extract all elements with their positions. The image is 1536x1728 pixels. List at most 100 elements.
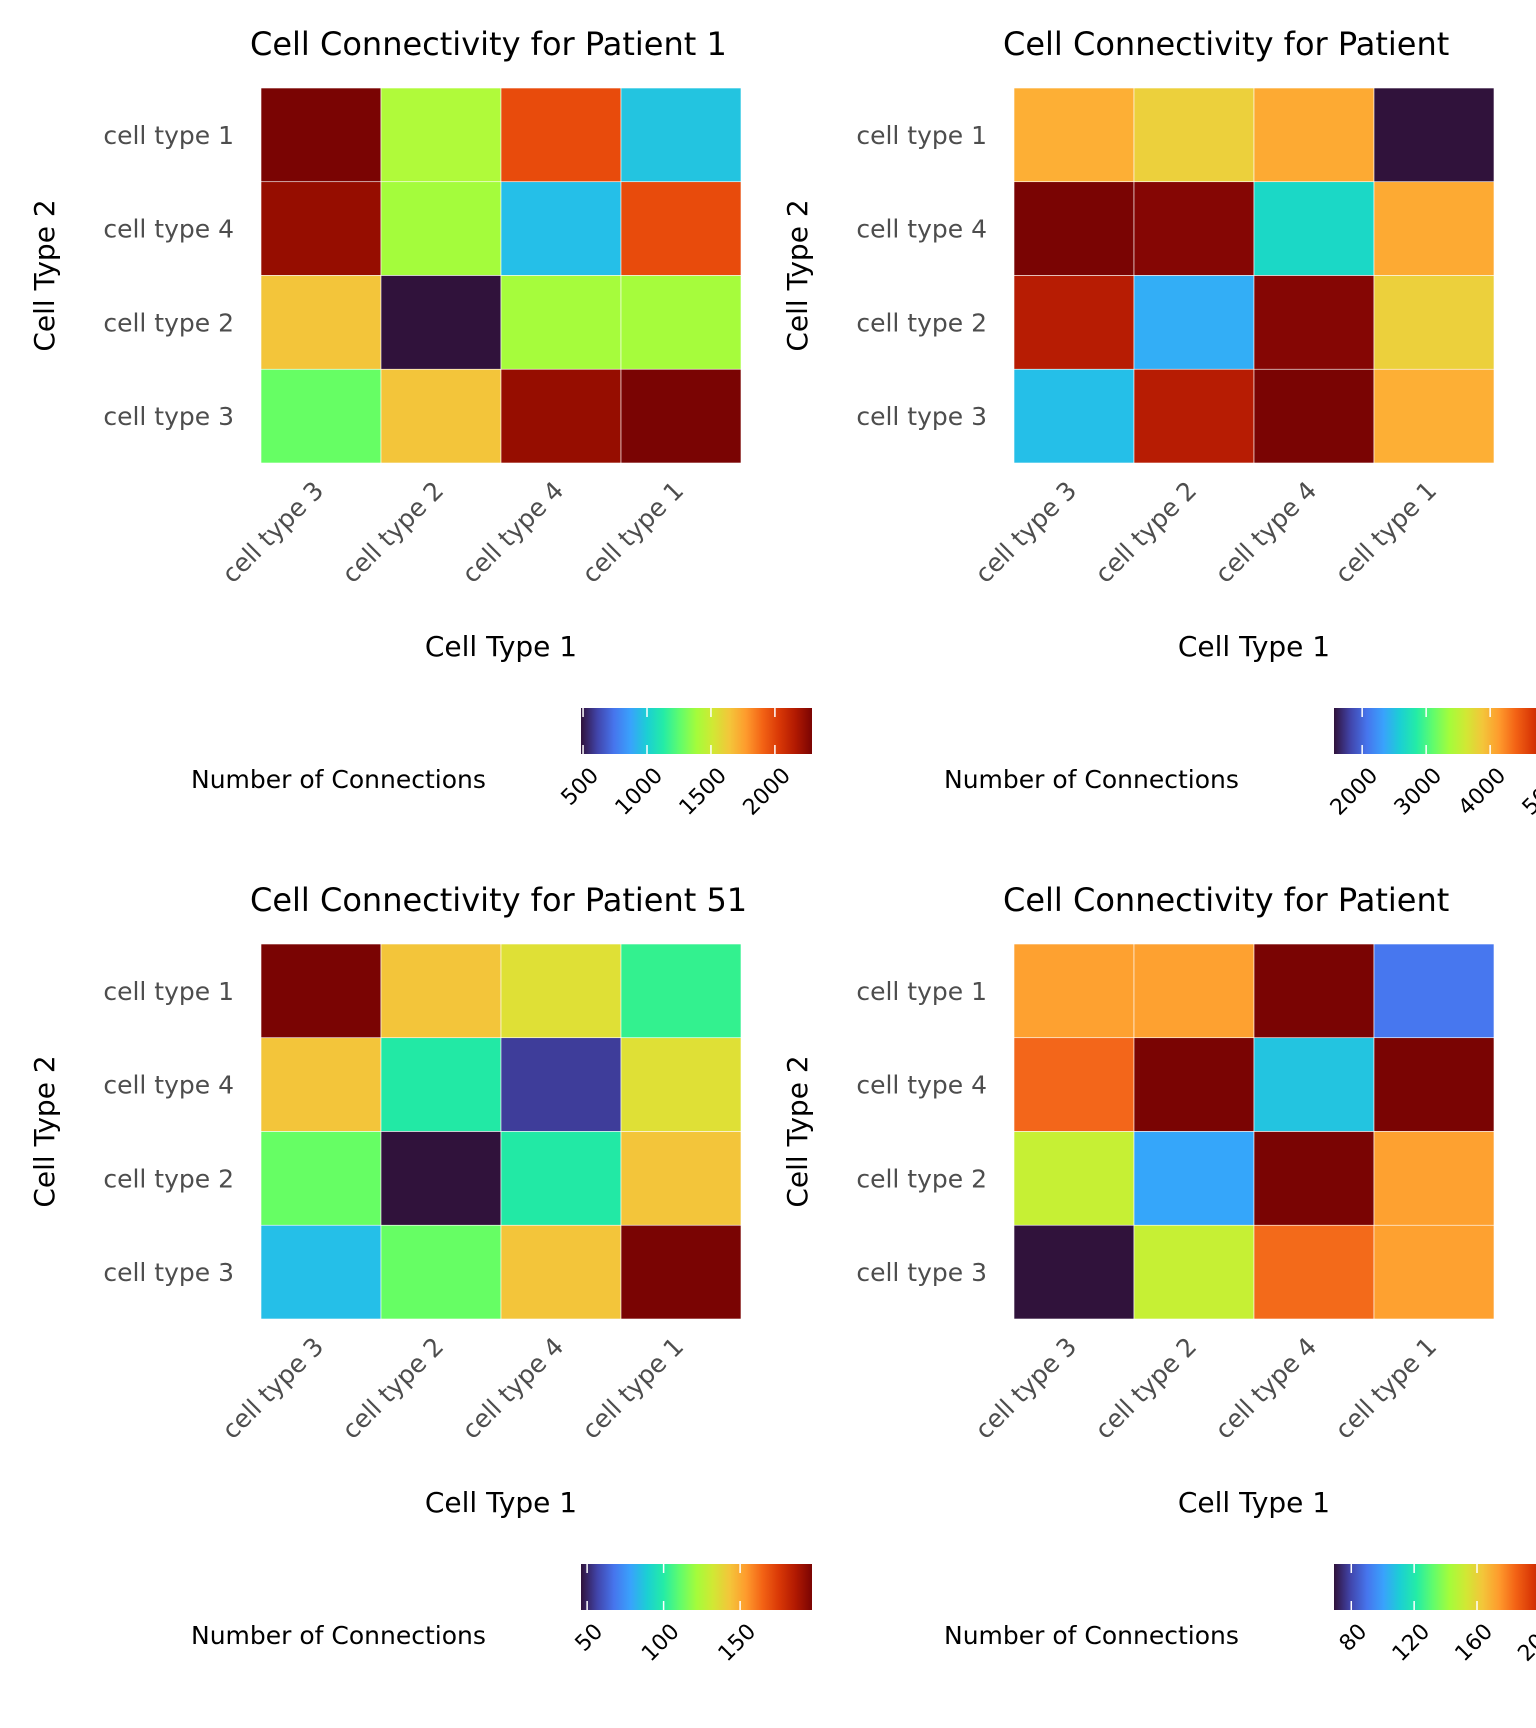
heatmap-cell <box>260 1131 382 1226</box>
colorbar <box>581 1564 812 1610</box>
x-tick-label: cell type 3 <box>216 1332 329 1445</box>
colorbar-tick-label: 4000 <box>1454 763 1511 820</box>
heatmap-cell <box>1133 1224 1255 1320</box>
colorbar-tick-label: 200 <box>1513 1619 1536 1666</box>
heatmap-cell <box>1373 1131 1495 1226</box>
colorbar <box>581 708 812 754</box>
heatmap-panel-2: Cell Connectivity for Patient cell type 1… <box>781 25 1536 821</box>
heatmap-cell <box>260 368 382 464</box>
heatmap-cell <box>500 87 622 183</box>
heatmap-panel-4: Cell Connectivity for Patient cell type 1… <box>781 881 1536 1667</box>
x-tick-label: cell type 1 <box>1329 476 1442 589</box>
heatmap-cell <box>500 1131 622 1226</box>
x-tick-label: cell type 2 <box>1089 1332 1202 1445</box>
colorbar-title: Number of Connections <box>944 1621 1239 1650</box>
heatmap-cell <box>1253 1224 1375 1320</box>
heatmap-cell <box>1133 368 1255 464</box>
colorbar-title: Number of Connections <box>191 765 486 794</box>
y-tick-label: cell type 3 <box>103 402 234 431</box>
y-tick-label: cell type 3 <box>856 1258 987 1287</box>
colorbar-tick-label: 2000 <box>1326 763 1383 820</box>
heatmap-cell <box>500 1224 622 1320</box>
heatmap-cell <box>380 181 502 276</box>
colorbar-tick-label: 2000 <box>739 763 796 820</box>
colorbar-tick-label: 1500 <box>675 763 732 820</box>
colorbar-title: Number of Connections <box>944 765 1239 794</box>
heatmap-cell <box>1013 368 1135 464</box>
heatmap-cell <box>1373 1224 1495 1320</box>
y-tick-label: cell type 3 <box>856 402 987 431</box>
x-axis-title: Cell Type 1 <box>425 630 577 663</box>
heatmap-cell <box>1373 275 1495 370</box>
colorbar-tick-label: 100 <box>637 1619 684 1666</box>
heatmap-cell <box>380 1224 502 1320</box>
heatmap-cell <box>260 1224 382 1320</box>
heatmap-cell <box>1013 1037 1135 1132</box>
heatmap-cell <box>260 181 382 276</box>
heatmap-cell <box>1133 1037 1255 1132</box>
y-tick-label: cell type 4 <box>856 215 987 244</box>
heatmap-cell <box>620 181 742 276</box>
y-tick-label: cell type 1 <box>103 121 234 150</box>
x-tick-label: cell type 1 <box>1329 1332 1442 1445</box>
x-tick-label: cell type 3 <box>969 1332 1082 1445</box>
heatmap-cell <box>260 275 382 370</box>
y-tick-label: cell type 3 <box>103 1258 234 1287</box>
x-tick-label: cell type 4 <box>456 1332 569 1445</box>
heatmap-cell <box>1133 943 1255 1039</box>
heatmap-cell <box>620 368 742 464</box>
chart-title: Cell Connectivity for Patient 51 <box>250 881 747 919</box>
heatmap-cell <box>1013 1131 1135 1226</box>
heatmap-cell <box>1133 87 1255 183</box>
heatmap-cell <box>1133 1131 1255 1226</box>
heatmap-cell <box>1253 943 1375 1039</box>
x-tick-label: cell type 1 <box>576 1332 689 1445</box>
heatmap-cell <box>620 275 742 370</box>
y-axis-title: Cell Type 2 <box>28 1055 61 1207</box>
heatmap-cell <box>1013 275 1135 370</box>
heatmap-cell <box>500 368 622 464</box>
x-tick-label: cell type 4 <box>456 476 569 589</box>
y-tick-label: cell type 2 <box>856 308 987 337</box>
heatmap-cell <box>380 275 502 370</box>
x-axis-title: Cell Type 1 <box>1178 1486 1330 1519</box>
chart-title: Cell Connectivity for Patient <box>1003 25 1449 63</box>
heatmap-cell <box>620 87 742 183</box>
heatmap-cell <box>1133 275 1255 370</box>
heatmap-cell <box>1373 87 1495 183</box>
heatmap-cell <box>620 943 742 1039</box>
heatmap-cell <box>1253 181 1375 276</box>
x-tick-label: cell type 3 <box>216 476 329 589</box>
heatmap-cell <box>260 943 382 1039</box>
y-tick-label: cell type 2 <box>856 1164 987 1193</box>
colorbar-tick-label: 3000 <box>1390 763 1447 820</box>
colorbar-title: Number of Connections <box>191 1621 486 1650</box>
heatmap-cell <box>1013 181 1135 276</box>
colorbar-tick-label: 160 <box>1451 1619 1498 1666</box>
heatmap-cell <box>1373 368 1495 464</box>
colorbar-tick-label: 150 <box>714 1619 761 1666</box>
heatmap-cell <box>260 87 382 183</box>
heatmap-cell <box>380 87 502 183</box>
y-tick-label: cell type 2 <box>103 1164 234 1193</box>
heatmap-cell <box>500 181 622 276</box>
y-axis-title: Cell Type 2 <box>28 199 61 351</box>
heatmap-cell <box>1253 368 1375 464</box>
heatmap-cell <box>1253 275 1375 370</box>
colorbar-tick-label: 500 <box>557 763 604 810</box>
x-tick-label: cell type 1 <box>576 476 689 589</box>
heatmap-cell <box>1373 1037 1495 1132</box>
x-tick-label: cell type 4 <box>1209 1332 1322 1445</box>
x-axis-title: Cell Type 1 <box>1178 630 1330 663</box>
heatmap-cell <box>380 1037 502 1132</box>
y-tick-label: cell type 4 <box>856 1071 987 1100</box>
heatmap-cell <box>500 1037 622 1132</box>
heatmap-cell <box>1253 1131 1375 1226</box>
colorbar-tick-label: 1000 <box>611 763 668 820</box>
y-axis-title: Cell Type 2 <box>781 199 814 351</box>
y-tick-label: cell type 2 <box>103 308 234 337</box>
chart-title: Cell Connectivity for Patient <box>1003 881 1449 919</box>
heatmap-cell <box>380 368 502 464</box>
y-tick-label: cell type 4 <box>103 215 234 244</box>
